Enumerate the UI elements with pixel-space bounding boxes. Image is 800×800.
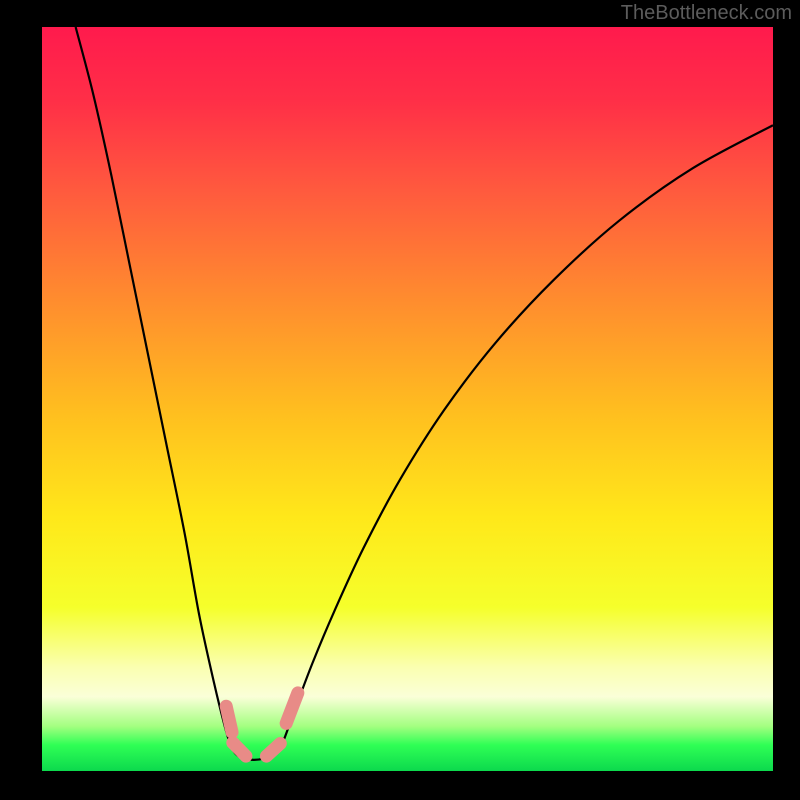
chart-container: TheBottleneck.com [0,0,800,800]
plot-area [42,27,773,771]
gradient-background [42,27,773,771]
watermark-text: TheBottleneck.com [621,2,792,25]
highlight-marker-0 [226,706,232,732]
